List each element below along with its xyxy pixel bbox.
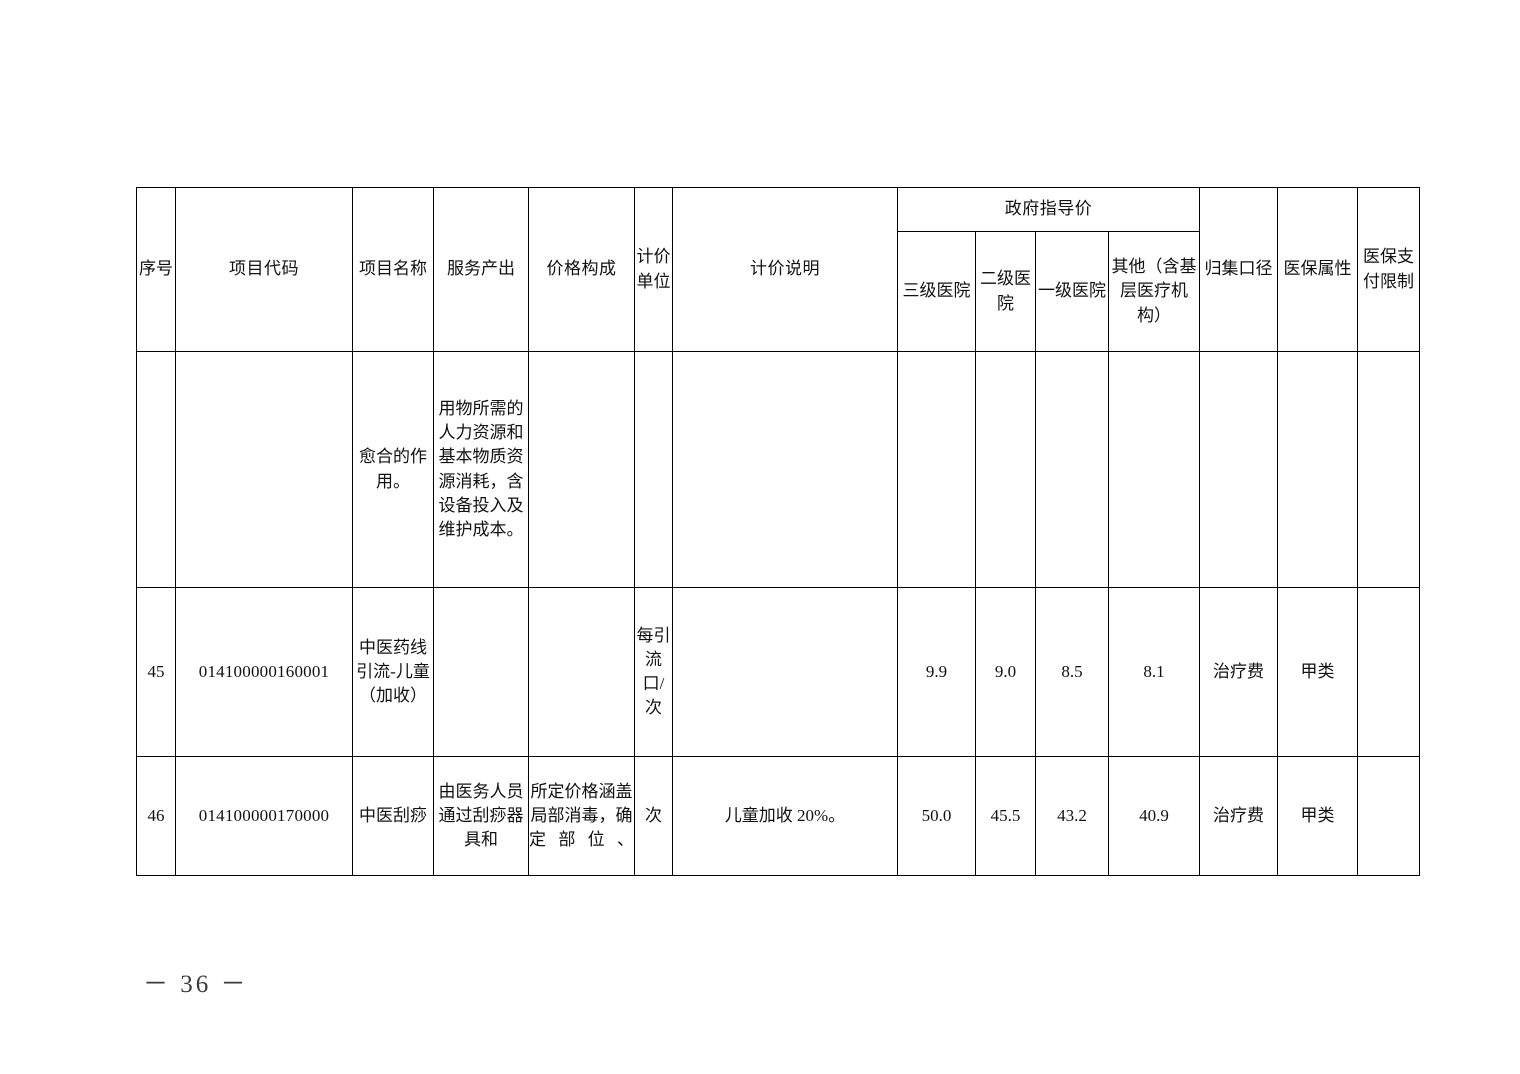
table-row: 愈合的作用。 用物所需的人力资源和基本物质资源消耗，含设备投入及维护成本。 <box>136 351 1420 588</box>
col-header-seq: 序号 <box>136 187 176 352</box>
cell-output: 用物所需的人力资源和基本物质资源消耗，含设备投入及维护成本。 <box>433 351 529 588</box>
table-body: 愈合的作用。 用物所需的人力资源和基本物质资源消耗，含设备投入及维护成本。 45 <box>136 351 1420 876</box>
price-table: 序号 项目代码 项目名称 服务产出 价格构成 计价单位 计价说明 政府指导价 归… <box>136 187 1420 876</box>
col-header-composition: 价格构成 <box>528 187 635 352</box>
cell-category: 治疗费 <box>1199 756 1278 876</box>
cell-level1: 8.5 <box>1035 587 1109 757</box>
table-row: 46 014100000170000 中医刮痧 由医务人员通过刮痧器具和 所定价… <box>136 756 1420 876</box>
table-header: 序号 项目代码 项目名称 服务产出 价格构成 计价单位 计价说明 政府指导价 归… <box>136 187 1420 352</box>
col-header-category: 归集口径 <box>1199 187 1278 352</box>
cell-composition <box>528 587 635 757</box>
col-header-code: 项目代码 <box>175 187 353 352</box>
cell-output: 由医务人员通过刮痧器具和 <box>433 756 529 876</box>
cell-level3: 50.0 <box>897 756 976 876</box>
col-header-note: 计价说明 <box>672 187 898 352</box>
col-header-output: 服务产出 <box>433 187 529 352</box>
table-header-row-top: 序号 项目代码 项目名称 服务产出 价格构成 计价单位 计价说明 政府指导价 归… <box>136 187 1420 352</box>
cell-limit <box>1357 756 1420 876</box>
cell-seq: 46 <box>136 756 176 876</box>
table-header-row-sub: 三级医院 二级医院 一级医院 其他（含基层医疗机构） <box>137 231 1420 352</box>
col-header-unit: 计价单位 <box>634 187 673 352</box>
cell-note <box>672 351 898 588</box>
col-header-insurance: 医保属性 <box>1277 187 1358 352</box>
cell-seq <box>136 351 176 588</box>
cell-code <box>175 351 353 588</box>
col-header-level2: 二级医院 <box>975 231 1036 352</box>
col-header-other: 其他（含基层医疗机构） <box>1108 231 1200 352</box>
cell-name: 中医刮痧 <box>352 756 434 876</box>
cell-level2 <box>975 351 1036 588</box>
cell-note: 儿童加收 20%。 <box>672 756 898 876</box>
col-header-limit: 医保支付限制 <box>1357 187 1420 352</box>
cell-name: 愈合的作用。 <box>352 351 434 588</box>
cell-composition <box>528 351 635 588</box>
cell-level2: 45.5 <box>975 756 1036 876</box>
cell-insurance <box>1277 351 1358 588</box>
cell-level3 <box>897 351 976 588</box>
cell-level3: 9.9 <box>897 587 976 757</box>
cell-other <box>1108 351 1200 588</box>
cell-unit <box>634 351 673 588</box>
col-header-level3: 三级医院 <box>897 231 976 352</box>
page-number: － 36 － <box>143 971 249 998</box>
cell-name: 中医药线引流-儿童（加收） <box>352 587 434 757</box>
cell-level1: 43.2 <box>1035 756 1109 876</box>
cell-level2: 9.0 <box>975 587 1036 757</box>
price-table-container: 序号 项目代码 项目名称 服务产出 价格构成 计价单位 计价说明 政府指导价 归… <box>136 187 1420 876</box>
cell-limit <box>1357 587 1420 757</box>
table-row: 45 014100000160001 中医药线引流-儿童（加收） 每引流口/次 … <box>136 587 1420 757</box>
cell-other: 8.1 <box>1108 587 1200 757</box>
col-header-name: 项目名称 <box>352 187 434 352</box>
cell-seq: 45 <box>136 587 176 757</box>
cell-insurance: 甲类 <box>1277 587 1358 757</box>
cell-level1 <box>1035 351 1109 588</box>
cell-unit: 每引流口/次 <box>634 587 673 757</box>
col-header-government-guide-price: 政府指导价 <box>897 187 1200 232</box>
cell-category: 治疗费 <box>1199 587 1278 757</box>
cell-code: 014100000170000 <box>175 756 353 876</box>
cell-insurance: 甲类 <box>1277 756 1358 876</box>
cell-category <box>1199 351 1278 588</box>
col-header-level1: 一级医院 <box>1035 231 1109 352</box>
cell-limit <box>1357 351 1420 588</box>
cell-other: 40.9 <box>1108 756 1200 876</box>
cell-unit: 次 <box>634 756 673 876</box>
cell-note <box>672 587 898 757</box>
cell-code: 014100000160001 <box>175 587 353 757</box>
cell-output <box>433 587 529 757</box>
cell-composition: 所定价格涵盖局部消毒，确定部位、 <box>528 756 635 876</box>
